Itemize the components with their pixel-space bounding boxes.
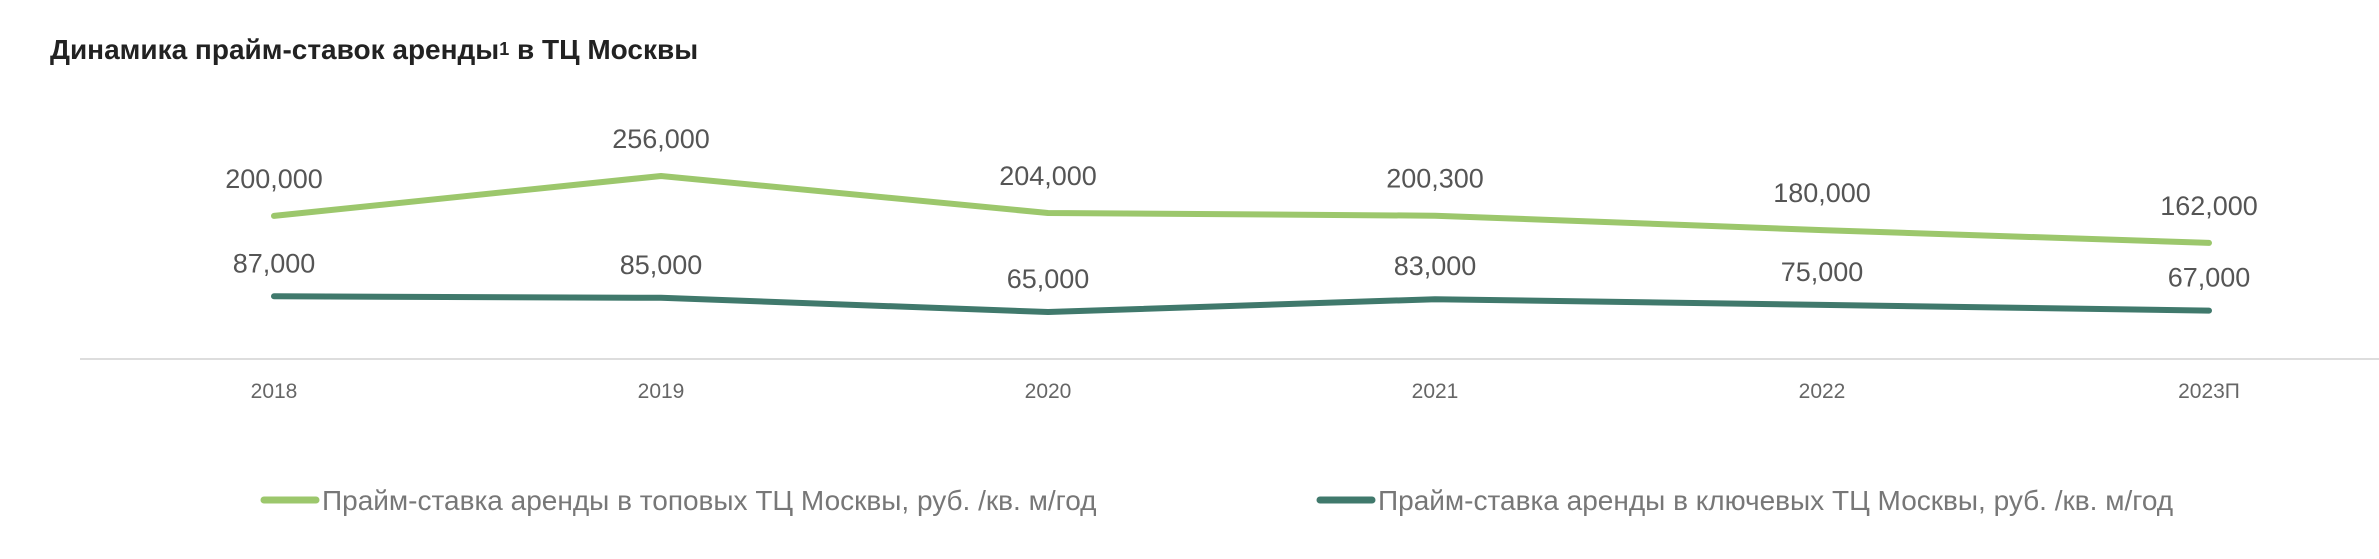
data-label: 87,000 [233,248,316,278]
x-tick-label: 2021 [1412,380,1459,403]
legend-label: Прайм-ставка аренды в ключевых ТЦ Москвы… [1378,485,2173,516]
series-line-key-malls [271,293,2212,315]
x-tick-label: 2022 [1799,380,1846,403]
data-label: 65,000 [1007,264,1090,294]
x-tick-label: 2023П [2178,380,2240,403]
chart-title: Динамика прайм-ставок аренды1 в ТЦ Москв… [50,34,698,66]
data-label: 75,000 [1781,257,1864,287]
data-label: 204,000 [999,161,1097,191]
data-label: 162,000 [2160,191,2258,221]
chart-title-tail: в ТЦ Москвы [509,34,699,65]
series-line-top-malls [271,173,2212,246]
data-label: 256,000 [612,124,710,154]
x-tick-label: 2018 [251,380,298,403]
x-tick-label: 2020 [1025,380,1072,403]
legend-label: Прайм-ставка аренды в топовых ТЦ Москвы,… [322,485,1097,516]
x-tick-label: 2019 [638,380,685,403]
data-label: 83,000 [1394,251,1477,281]
data-label: 200,000 [225,164,323,194]
data-label: 85,000 [620,250,703,280]
chart-title-text: Динамика прайм-ставок аренды [50,34,500,65]
data-label: 67,000 [2168,263,2251,293]
title-footnote-mark: 1 [499,39,510,59]
data-label: 180,000 [1773,178,1871,208]
data-label: 200,300 [1386,164,1484,194]
